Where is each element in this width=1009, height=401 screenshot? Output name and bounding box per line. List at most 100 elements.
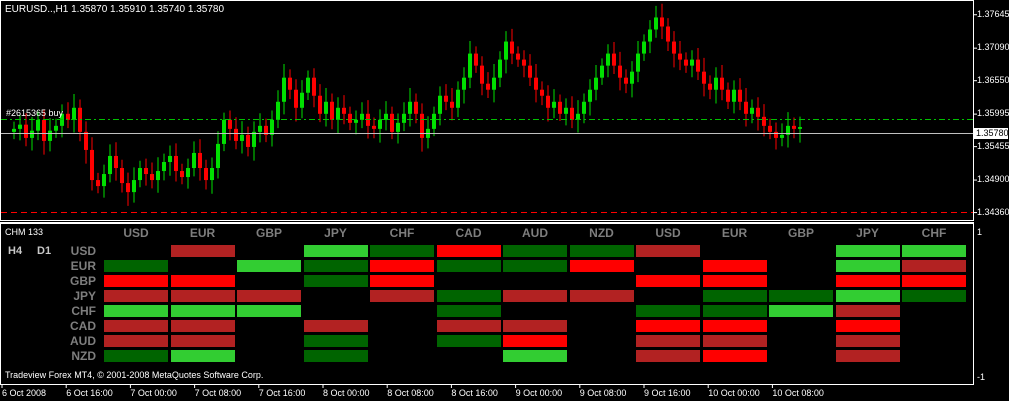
time-tick-label: 6 Oct 2008: [2, 388, 47, 398]
heatmap-cell: [104, 335, 168, 347]
candle-body: [792, 125, 796, 129]
heatmap-cell: [636, 305, 700, 317]
candle-body: [384, 113, 388, 120]
candle-body: [684, 59, 688, 66]
heatmap-cell: [835, 245, 900, 257]
candle-body: [774, 131, 778, 138]
candle-body: [354, 119, 358, 123]
heatmap-cell: [170, 335, 235, 347]
candle-body: [636, 53, 640, 72]
heatmap-cell: [702, 320, 767, 332]
heatmap-cell: [902, 275, 966, 287]
column-header: CAD: [455, 226, 482, 240]
heatmap-cell: [170, 275, 235, 287]
candle-body: [54, 125, 58, 131]
row-label: NZD: [71, 349, 96, 363]
candle-body: [606, 53, 610, 66]
indicator-scale-top: 1: [977, 227, 983, 237]
time-tick-label: 10 Oct 00:00: [708, 388, 760, 398]
symbol-title: EURUSD..,H1 1.35870 1.35910 1.35740 1.35…: [5, 4, 225, 15]
heatmap-cell: [503, 245, 567, 257]
candle-body: [558, 101, 562, 114]
price-tick-label: 1.37090: [977, 42, 1009, 53]
indicator-frame: [0, 223, 974, 385]
candle-body: [348, 113, 352, 123]
heatmap-cell: [702, 275, 767, 287]
heatmap-cell: [503, 290, 567, 302]
candle-body: [708, 83, 712, 90]
candle-body: [288, 77, 292, 90]
candle-body: [762, 116, 766, 126]
candle-body: [648, 29, 652, 42]
heatmap-cell: [436, 320, 501, 332]
time-tick-label: 7 Oct 00:00: [130, 388, 177, 398]
candle-body: [372, 125, 376, 129]
timeframe-label-h4: H4: [8, 245, 23, 257]
heatmap-cell: [902, 260, 966, 272]
candle-body: [468, 53, 472, 78]
candle-body: [186, 168, 190, 178]
row-label: GBP: [69, 274, 96, 288]
candle-body: [162, 161, 166, 172]
candle-body: [330, 101, 334, 120]
candle-body: [600, 65, 604, 78]
heatmap-cell: [835, 305, 900, 317]
heatmap-cell: [303, 275, 368, 287]
candle-body: [360, 113, 364, 120]
candle-body: [216, 143, 220, 169]
candle-body: [474, 53, 478, 66]
candlestick-series: [12, 3, 802, 206]
price-tick-label: 1.35455: [977, 140, 1009, 151]
candle-body: [528, 65, 532, 78]
timeframe-label-d1: D1: [37, 245, 52, 257]
candle-body: [174, 155, 178, 172]
candle-body: [84, 131, 88, 150]
candle-body: [498, 59, 502, 78]
heatmap-cell: [769, 305, 833, 317]
time-tick-label: 8 Oct 08:00: [387, 388, 434, 398]
candle-body: [318, 95, 322, 114]
candle-body: [786, 125, 790, 135]
candle-body: [156, 171, 160, 181]
heatmap-cell: [835, 350, 900, 362]
heatmap-cell: [303, 320, 368, 332]
candle-body: [696, 59, 700, 72]
price-grid-lines: [1, 14, 977, 388]
row-label: AUD: [70, 334, 96, 348]
heatmap-cell: [303, 335, 368, 347]
order-label[interactable]: #2615365 buy: [6, 108, 64, 118]
candle-body: [552, 101, 556, 108]
candle-body: [246, 134, 250, 147]
row-label: USD: [70, 244, 96, 258]
heatmap-cell: [569, 290, 634, 302]
candle-body: [270, 119, 274, 135]
heatmap-cell: [170, 305, 235, 317]
time-tick-label: 9 Oct 08:00: [579, 388, 627, 398]
price-tick-label: 1.34360: [977, 206, 1009, 217]
candle-body: [108, 155, 112, 175]
heatmap-cell: [104, 320, 168, 332]
heatmap-cell: [303, 350, 368, 362]
candle-body: [378, 119, 382, 129]
heatmap-cell: [370, 260, 434, 272]
heatmap-cell: [237, 290, 301, 302]
time-tick-label: 9 Oct 16:00: [644, 388, 691, 398]
heatmap-cell: [902, 245, 966, 257]
candle-body: [150, 174, 154, 181]
heatmap-cell: [702, 305, 767, 317]
candle-body: [276, 101, 280, 120]
candle-body: [258, 125, 262, 132]
heatmap-cell: [835, 260, 900, 272]
time-tick-label: 8 Oct 00:00: [323, 388, 370, 398]
heatmap-cell: [237, 260, 301, 272]
candle-body: [768, 125, 772, 132]
candle-body: [102, 174, 106, 187]
candle-body: [438, 95, 442, 114]
heatmap-cell: [569, 245, 634, 257]
time-tick-label: 10 Oct 08:00: [772, 388, 824, 398]
candle-body: [588, 89, 592, 102]
candle-body: [744, 101, 748, 114]
heatmap-cell: [902, 290, 966, 302]
heatmap-cell: [835, 290, 900, 302]
